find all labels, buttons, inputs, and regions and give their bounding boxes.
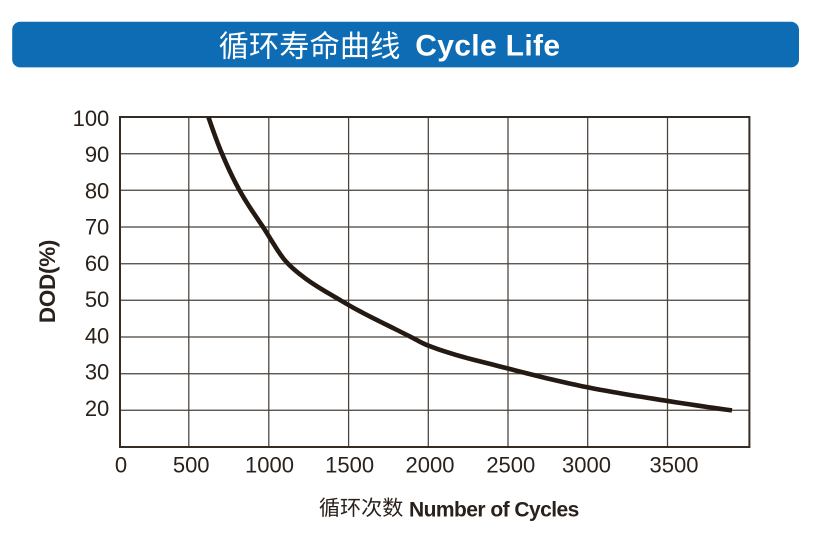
svg-text:50: 50: [85, 287, 109, 312]
svg-text:2000: 2000: [406, 453, 455, 478]
svg-text:70: 70: [85, 215, 109, 240]
svg-text:90: 90: [85, 142, 109, 167]
svg-text:Number of Cycles: Number of Cycles: [409, 498, 579, 521]
svg-text:DOD(%): DOD(%): [35, 240, 60, 323]
svg-text:100: 100: [73, 106, 110, 131]
svg-text:0: 0: [115, 453, 127, 478]
svg-text:1000: 1000: [245, 453, 294, 478]
svg-text:500: 500: [173, 453, 210, 478]
svg-text:30: 30: [85, 360, 109, 385]
svg-text:80: 80: [85, 179, 109, 204]
svg-text:3500: 3500: [650, 453, 699, 478]
svg-text:20: 20: [85, 396, 109, 421]
svg-text:Cycle Life: Cycle Life: [415, 29, 560, 62]
svg-text:2500: 2500: [486, 453, 535, 478]
svg-text:3000: 3000: [562, 453, 611, 478]
svg-text:1500: 1500: [325, 453, 374, 478]
svg-text:60: 60: [85, 251, 109, 276]
svg-text:40: 40: [85, 323, 109, 348]
